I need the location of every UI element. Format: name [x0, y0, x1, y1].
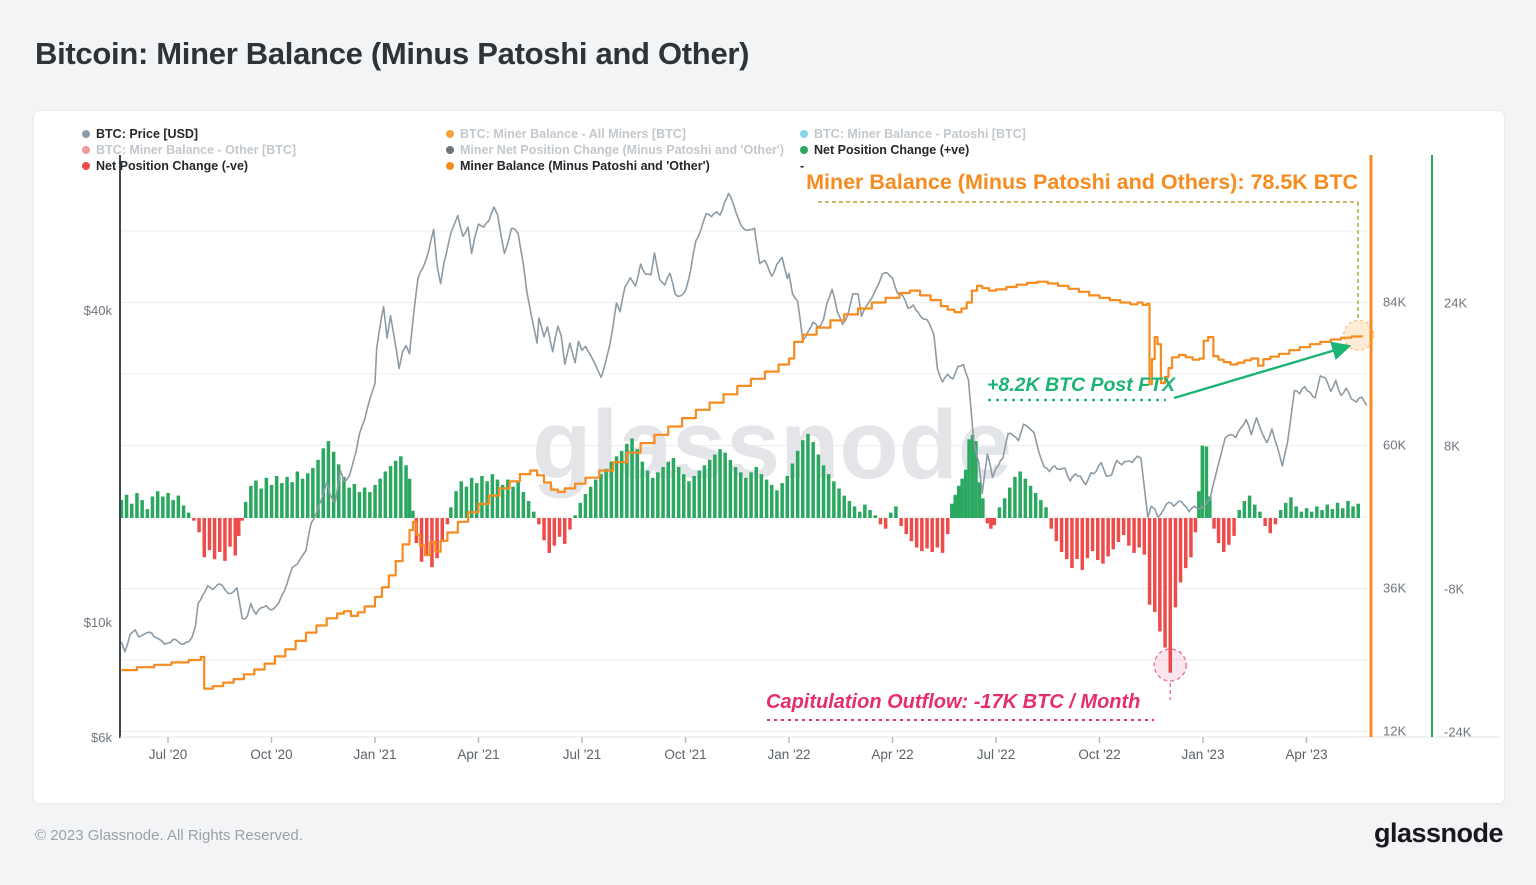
- legend-item[interactable]: BTC: Price [USD]: [82, 126, 442, 142]
- miner-balance-callout: Miner Balance (Minus Patoshi and Others)…: [806, 170, 1358, 194]
- copyright-text: © 2023 Glassnode. All Rights Reserved.: [35, 827, 303, 844]
- legend-dot-icon: [82, 162, 90, 170]
- legend-item[interactable]: BTC: Miner Balance - Other [BTC]: [82, 142, 442, 158]
- legend-item[interactable]: -: [800, 158, 1160, 174]
- legend-item-label: Miner Balance (Minus Patoshi and 'Other'…: [460, 159, 710, 173]
- legend-item[interactable]: BTC: Miner Balance - All Miners [BTC]: [446, 126, 806, 142]
- legend-dot-icon: [800, 130, 808, 138]
- legend-item[interactable]: BTC: Miner Balance - Patoshi [BTC]: [800, 126, 1160, 142]
- legend-dot-icon: [446, 130, 454, 138]
- legend-column: BTC: Miner Balance - All Miners [BTC] Min…: [446, 126, 806, 174]
- legend-item[interactable]: Miner Balance (Minus Patoshi and 'Other'…: [446, 158, 806, 174]
- page-title: Bitcoin: Miner Balance (Minus Patoshi an…: [35, 36, 750, 71]
- capitulation-annotation: Capitulation Outflow: -17K BTC / Month: [766, 691, 1141, 713]
- post-ftx-annotation: +8.2K BTC Post FTX: [987, 374, 1175, 396]
- legend-dot-icon: [446, 162, 454, 170]
- legend-item-label: Miner Net Position Change (Minus Patoshi…: [460, 143, 785, 157]
- legend-item-label: BTC: Miner Balance - Patoshi [BTC]: [814, 127, 1026, 141]
- legend-item[interactable]: Net Position Change (-ve): [82, 158, 442, 174]
- legend-item-label: Net Position Change (+ve): [814, 143, 970, 157]
- legend-item-label: BTC: Price [USD]: [96, 127, 199, 141]
- legend-column: BTC: Miner Balance - Patoshi [BTC] Net Po…: [800, 126, 1160, 174]
- legend-column: BTC: Price [USD] BTC: Miner Balance - Oth…: [82, 126, 442, 174]
- legend-dot-icon: [82, 130, 90, 138]
- legend-item-label: BTC: Miner Balance - Other [BTC]: [96, 143, 297, 157]
- legend-item[interactable]: Miner Net Position Change (Minus Patoshi…: [446, 142, 806, 158]
- legend-dot-icon: [82, 146, 90, 154]
- legend-item[interactable]: Net Position Change (+ve): [800, 142, 1160, 158]
- legend-item-label: BTC: Miner Balance - All Miners [BTC]: [460, 127, 686, 141]
- legend-dot-icon: [800, 146, 808, 154]
- legend-item-label: -: [800, 159, 805, 173]
- glassnode-logo: glassnode: [1373, 818, 1504, 848]
- legend-dot-icon: [446, 146, 454, 154]
- legend-item-label: Net Position Change (-ve): [96, 159, 249, 173]
